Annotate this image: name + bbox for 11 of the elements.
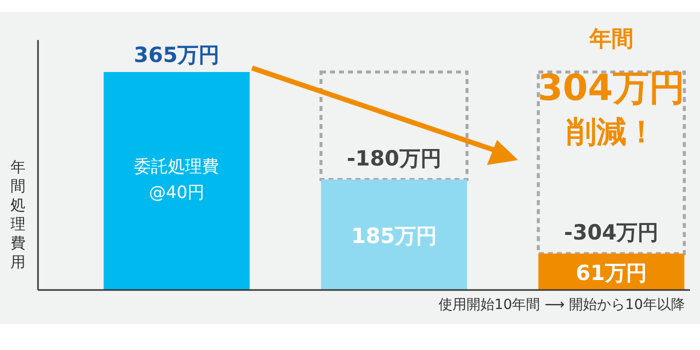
annotation: -304万円	[564, 220, 659, 245]
data-label: 61万円	[576, 260, 647, 285]
annotation: 委託処理費 @40円	[134, 157, 220, 203]
text: 年間	[588, 27, 634, 52]
annotation: -180万円	[346, 146, 442, 171]
annotation: 304万円	[538, 68, 685, 109]
y-axis-title: 年間処理費用	[10, 158, 26, 271]
x-axis-title: 使用開始10年間 ⟶ 開始から10年以降	[438, 297, 685, 313]
annotation: 削減！	[565, 115, 656, 150]
data-label: 185万円	[351, 224, 437, 248]
data-label: 365万円	[134, 43, 220, 67]
